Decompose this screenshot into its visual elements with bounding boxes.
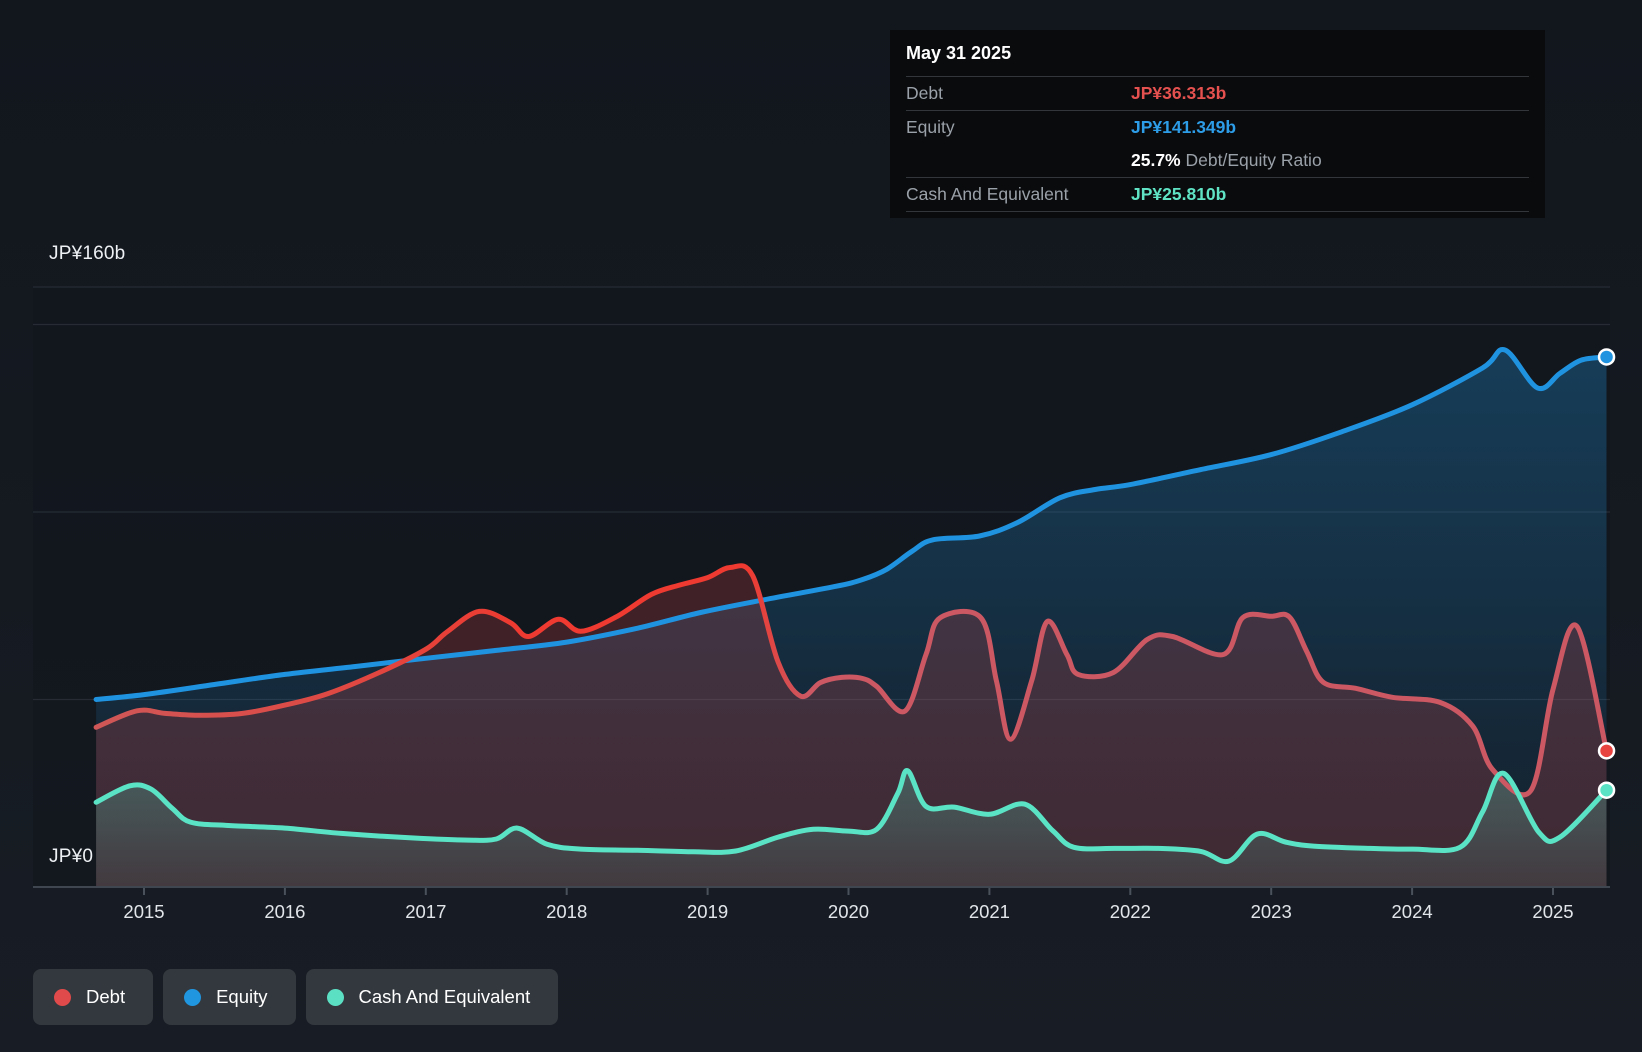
x-axis-label-2020: 2020 <box>828 901 869 922</box>
tooltip-debt-value: JP¥36.313b <box>1131 83 1227 103</box>
tooltip-ratio: 25.7% Debt/Equity Ratio <box>1131 150 1529 171</box>
debt-series-dot-icon <box>54 988 71 1006</box>
x-axis-label-2021: 2021 <box>969 901 1010 922</box>
tooltip-row-equity: Equity JP¥141.349b <box>906 111 1529 144</box>
x-axis-label-2023: 2023 <box>1251 901 1292 922</box>
x-axis-label-2019: 2019 <box>687 901 728 922</box>
x-axis-label-2025: 2025 <box>1532 901 1573 922</box>
legend-debt-label: Debt <box>86 986 126 1007</box>
legend-item-cash[interactable]: Cash And Equivalent <box>305 969 559 1025</box>
equity-series-dot-icon <box>184 988 202 1006</box>
x-axis-label-2018: 2018 <box>546 901 587 922</box>
tooltip-row-debt: Debt JP¥36.313b <box>906 77 1529 111</box>
tooltip-equity-value: JP¥141.349b <box>1131 117 1237 137</box>
equity-endpoint-marker[interactable] <box>1597 348 1616 366</box>
tooltip-equity-label: Equity <box>906 117 955 137</box>
y-axis-label-max: JP¥160b <box>49 243 126 264</box>
y-axis-label-zero: JP¥0 <box>49 846 94 867</box>
tooltip-row-ratio: 25.7% Debt/Equity Ratio <box>906 144 1529 178</box>
x-axis-label-2016: 2016 <box>264 901 305 922</box>
cash-area <box>96 770 1607 887</box>
x-axis-label-2017: 2017 <box>405 901 446 922</box>
debt-endpoint-marker[interactable] <box>1597 742 1616 760</box>
tooltip-cash-label: Cash And Equivalent <box>906 184 1069 204</box>
tooltip-ratio-label: Debt/Equity Ratio <box>1185 150 1322 170</box>
legend-equity-label: Equity <box>216 986 268 1007</box>
tooltip-ratio-value: 25.7% <box>1131 150 1181 170</box>
equity-line[interactable] <box>93 346 1609 702</box>
tooltip-debt-label: Debt <box>906 83 943 103</box>
x-axis-label-2022: 2022 <box>1110 901 1151 922</box>
cash-line[interactable] <box>93 768 1609 865</box>
debt-area <box>96 565 1607 887</box>
cash-series-dot-icon <box>326 988 344 1006</box>
tooltip: May 31 2025 Debt JP¥36.313b Equity JP¥14… <box>890 30 1545 218</box>
tooltip-row-cash: Cash And Equivalent JP¥25.810b <box>906 178 1529 212</box>
equity-area <box>96 349 1607 888</box>
debt-line[interactable] <box>93 563 1609 798</box>
cash-endpoint-marker[interactable] <box>1597 781 1616 799</box>
x-axis-label-2015: 2015 <box>123 901 164 922</box>
legend: Debt Equity Cash And Equivalent <box>33 969 559 1025</box>
legend-item-debt[interactable]: Debt <box>33 969 154 1025</box>
x-axis-label-2024: 2024 <box>1392 901 1433 922</box>
tooltip-cash-value: JP¥25.810b <box>1131 184 1227 204</box>
tooltip-date: May 31 2025 <box>906 30 1529 77</box>
legend-cash-label: Cash And Equivalent <box>358 986 531 1007</box>
legend-item-equity[interactable]: Equity <box>163 969 296 1025</box>
